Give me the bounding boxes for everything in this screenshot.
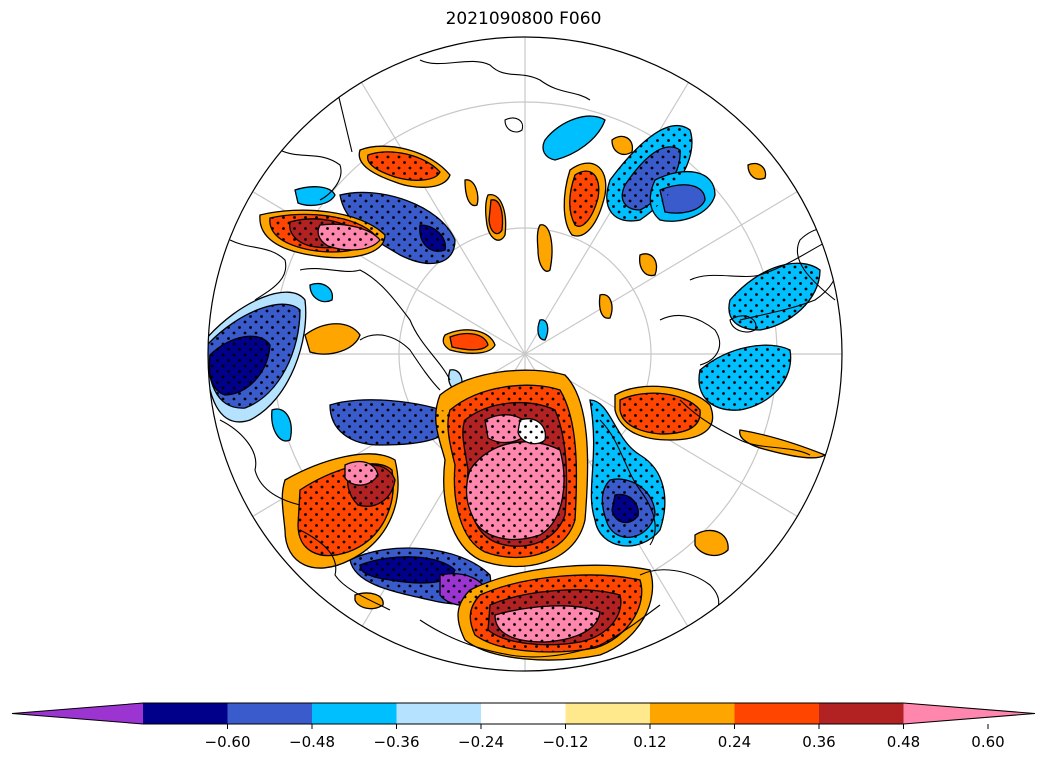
colorbar-tick-label: 0.60 xyxy=(971,733,1004,751)
colorbar-segment xyxy=(903,703,1035,724)
colorbar-segment xyxy=(227,703,312,724)
colorbar-segment xyxy=(650,703,735,724)
map-boundary xyxy=(207,36,843,672)
colorbar-segment xyxy=(312,703,397,724)
colorbar-outline xyxy=(11,702,1036,725)
polar-map xyxy=(207,36,843,672)
colorbar-tick-label: −0.12 xyxy=(543,733,589,751)
colorbar-tick-label: −0.36 xyxy=(374,733,420,751)
significance-stippling xyxy=(208,125,820,652)
colorbar-tick-label: 0.24 xyxy=(718,733,751,751)
colorbar-tick-label: −0.48 xyxy=(289,733,335,751)
colorbar-segment xyxy=(12,703,143,724)
colorbar-segment xyxy=(734,703,819,724)
colorbar-tick-label: 0.12 xyxy=(633,733,666,751)
colorbar-tick-label: −0.24 xyxy=(458,733,504,751)
colorbar-tick-label: 0.48 xyxy=(887,733,920,751)
colorbar-segment xyxy=(396,703,481,724)
colorbar-segment xyxy=(565,703,650,724)
colorbar-segment xyxy=(819,703,904,724)
colorbar-tick-label: −0.60 xyxy=(205,733,251,751)
colorbar-tick-label: 0.36 xyxy=(802,733,835,751)
colorbar-segment xyxy=(481,703,566,724)
colorbar-segment xyxy=(143,703,228,724)
map-title: 2021090800 F060 xyxy=(445,9,602,29)
